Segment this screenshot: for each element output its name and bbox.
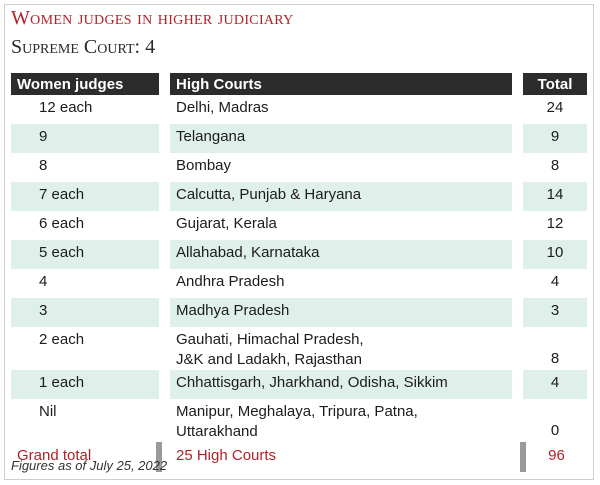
women-judges-cell: 2 each — [39, 331, 85, 348]
total-cell: 4 — [550, 273, 560, 290]
women-judges-cell: Nil — [39, 403, 57, 420]
high-courts-cell: Gauhati, Himachal Pradesh, J&K and Ladakh… — [170, 327, 512, 370]
table-header-row: Women judges High Courts Total — [11, 73, 587, 95]
high-courts-cell: Telangana — [170, 124, 512, 153]
total-cell: 9 — [523, 124, 587, 153]
table-row: 12 each Delhi, Madras 24 — [11, 95, 587, 124]
women-judges-cell: 12 each — [39, 99, 93, 116]
header-women-judges: Women judges — [11, 73, 159, 95]
total-cell: 10 — [523, 240, 587, 269]
high-courts-line: Madhya Pradesh — [176, 302, 290, 319]
page-subtitle: Supreme Court: 4 — [11, 36, 156, 58]
high-courts-line: Chhattisgarh, Jharkhand, Odisha, Sikkim — [176, 374, 448, 391]
grand-total-label: Grand total — [17, 447, 92, 464]
high-courts-line: Gujarat, Kerala — [176, 215, 277, 232]
table-row: 7 each Calcutta, Punjab & Haryana 14 — [11, 182, 587, 211]
table-row: 8 Bombay 8 — [11, 153, 587, 182]
high-courts-cell: Allahabad, Karnataka — [170, 240, 512, 269]
high-courts-cell: Calcutta, Punjab & Haryana — [170, 182, 512, 211]
total-cell: 4 — [523, 370, 587, 399]
total-cell: 0 — [550, 422, 560, 439]
high-courts-line: Allahabad, Karnataka — [176, 244, 320, 261]
grand-total-courts: 25 High Courts — [176, 447, 277, 464]
total-cell: 14 — [523, 182, 587, 211]
table-row: Nil Manipur, Meghalaya, Tripura, Patna, Ut… — [11, 399, 587, 442]
high-courts-line: Calcutta, Punjab & Haryana — [176, 186, 362, 203]
high-courts-line: Telangana — [176, 128, 246, 145]
high-courts-line: Bombay — [176, 157, 232, 174]
table-body: 12 each Delhi, Madras 24 9 Telangana 9 8 Bombay… — [11, 95, 587, 442]
women-judges-cell: 1 each — [11, 370, 159, 399]
high-courts-cell: Manipur, Meghalaya, Tripura, Patna, Uttar… — [170, 399, 512, 442]
high-courts-cell: Andhra Pradesh — [170, 269, 512, 298]
high-courts-cell: Delhi, Madras — [170, 95, 512, 124]
table-row: 9 Telangana 9 — [11, 124, 587, 153]
total-cell: 8 — [550, 350, 560, 367]
total-cell: 12 — [546, 215, 564, 232]
women-judges-cell: 9 — [11, 124, 159, 153]
women-judges-cell: 5 each — [11, 240, 159, 269]
high-courts-cell: Gujarat, Kerala — [170, 211, 512, 240]
women-judges-cell: 6 each — [39, 215, 85, 232]
table-row: 5 each Allahabad, Karnataka 10 — [11, 240, 587, 269]
header-total: Total — [523, 73, 587, 95]
header-high-courts: High Courts — [170, 73, 512, 95]
women-judges-cell: 7 each — [11, 182, 159, 211]
grand-total-value: 96 — [548, 447, 565, 464]
card-frame — [4, 4, 594, 480]
high-courts-cell: Madhya Pradesh — [170, 298, 512, 327]
high-courts-cell: Bombay — [170, 153, 512, 182]
women-judges-cell: 4 — [39, 273, 48, 290]
total-cell: 8 — [550, 157, 560, 174]
high-courts-line: Delhi, Madras — [176, 99, 269, 116]
total-cell: 3 — [523, 298, 587, 327]
high-courts-line: Manipur, Meghalaya, Tripura, Patna, — [176, 403, 418, 420]
table-row: 6 each Gujarat, Kerala 12 — [11, 211, 587, 240]
high-courts-line: Andhra Pradesh — [176, 273, 285, 290]
table-row: 4 Andhra Pradesh 4 — [11, 269, 587, 298]
table-row: 1 each Chhattisgarh, Jharkhand, Odisha, S… — [11, 370, 587, 399]
women-judges-cell: 3 — [11, 298, 159, 327]
high-courts-line: Gauhati, Himachal Pradesh, — [176, 331, 364, 348]
total-cell: 24 — [546, 99, 564, 116]
table-row: 2 each Gauhati, Himachal Pradesh, J&K and … — [11, 327, 587, 370]
judges-table: Women judges High Courts Total 12 each De… — [11, 73, 587, 472]
page-title: Women judges in higher judiciary — [11, 7, 294, 29]
footnote: Figures as of July 25, 2022 — [11, 458, 168, 473]
women-judges-cell: 8 — [39, 157, 48, 174]
grand-total-row: Grand total 25 High Courts 96 — [11, 442, 587, 472]
high-courts-line: Uttarakhand — [176, 423, 258, 440]
high-courts-cell: Chhattisgarh, Jharkhand, Odisha, Sikkim — [170, 370, 512, 399]
high-courts-line: J&K and Ladakh, Rajasthan — [176, 351, 362, 368]
table-row: 3 Madhya Pradesh 3 — [11, 298, 587, 327]
